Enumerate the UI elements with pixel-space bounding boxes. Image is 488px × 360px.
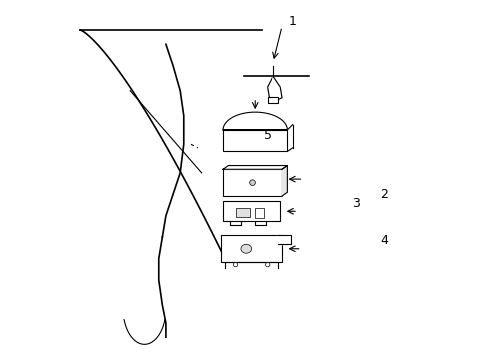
Bar [235, 208, 249, 217]
Text: 5: 5 [264, 129, 272, 142]
Bar [223, 130, 287, 152]
Polygon shape [223, 112, 287, 130]
Text: 2: 2 [380, 188, 387, 201]
Polygon shape [267, 76, 272, 102]
Text: 4: 4 [380, 234, 387, 247]
Circle shape [249, 180, 255, 185]
Bar [221, 235, 282, 262]
Polygon shape [272, 76, 282, 102]
Bar [223, 169, 282, 196]
Bar [267, 97, 278, 103]
Text: 3: 3 [351, 197, 359, 210]
Text: 1: 1 [288, 14, 296, 27]
Polygon shape [223, 166, 287, 169]
Circle shape [233, 262, 237, 267]
Polygon shape [278, 235, 290, 244]
Circle shape [265, 262, 269, 267]
Bar [255, 207, 264, 218]
Ellipse shape [241, 244, 251, 253]
Polygon shape [282, 166, 287, 196]
Bar [223, 202, 280, 221]
